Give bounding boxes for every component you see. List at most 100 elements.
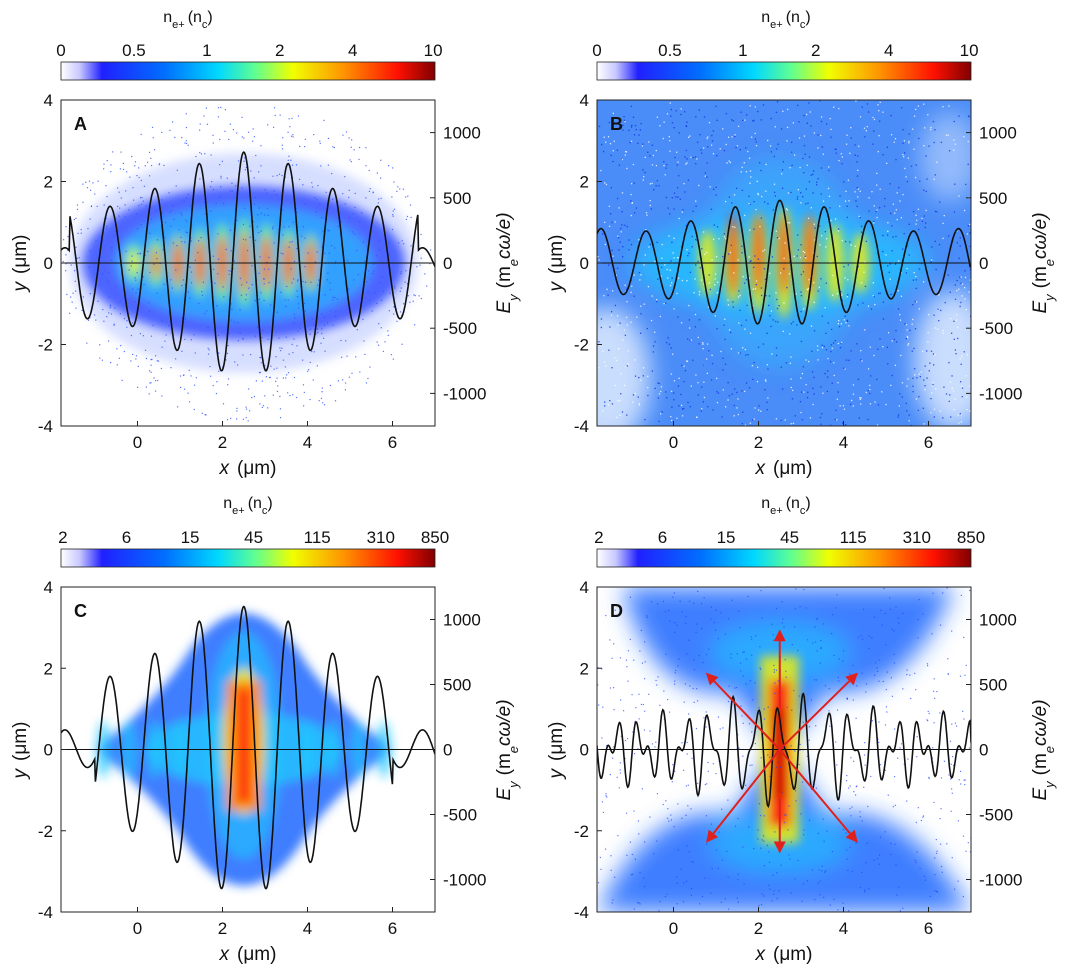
panel-c: ne+ (nc) 2 6 15 45 115 310 850 0 2 4 6 -4 -2 0 2 4 -1000… bbox=[10, 495, 521, 965]
y2-axis-label-d: Ey(mecω/e) bbox=[1030, 699, 1057, 800]
colorbar-tick-label: 310 bbox=[903, 528, 931, 547]
colorbar-tick-label: 850 bbox=[957, 528, 985, 547]
y2-tick-label: -1000 bbox=[443, 384, 486, 403]
panel-a: ne+ (nc) 0 0.5 1 2 4 10 0 2 4 6 -4 -2 0 2 4 -1000 -500 0 5… bbox=[10, 9, 521, 479]
panel-label-d: D bbox=[610, 601, 623, 621]
x-tick-label: 2 bbox=[754, 433, 763, 452]
colorbar-tick-label: 1 bbox=[202, 41, 211, 60]
x-tick-label: 4 bbox=[839, 433, 848, 452]
y-tick-label: 2 bbox=[580, 659, 589, 678]
y2-tick-label: -500 bbox=[979, 806, 1013, 825]
y-axis-label-d: y(μm) bbox=[546, 722, 567, 781]
x-axis-label-b: x (μm) bbox=[755, 458, 813, 479]
plot-area-d bbox=[597, 587, 971, 912]
y-tick-label: 0 bbox=[580, 254, 589, 273]
axes-d: 0 2 4 6 -4 -2 0 2 4 -1000 -500 0 500 1000 bbox=[574, 578, 1023, 938]
x-axis-label-a: x (μm) bbox=[219, 458, 277, 479]
panel-label-a: A bbox=[74, 114, 87, 134]
y2-tick-label: 500 bbox=[979, 189, 1007, 208]
y2-tick-label: 1000 bbox=[979, 124, 1017, 143]
colorbar-tick-label: 45 bbox=[244, 528, 263, 547]
x-axis-label-d: x (μm) bbox=[755, 944, 813, 965]
y-tick-label: -4 bbox=[574, 903, 589, 922]
colorbar-tick-label: 6 bbox=[122, 528, 131, 547]
colorbar-bar-d bbox=[596, 548, 972, 568]
direction-arrow bbox=[778, 748, 858, 843]
y-tick-label: -2 bbox=[574, 822, 589, 841]
y-tick-label: -4 bbox=[574, 417, 589, 436]
y2-tick-label: 500 bbox=[443, 676, 471, 695]
panel-d: ne+ (nc) 2 6 15 45 115 310 850 0 2 4 6 -4 -2 0 2 4 -1000… bbox=[546, 495, 1057, 965]
y2-tick-label: -500 bbox=[443, 806, 477, 825]
direction-arrow bbox=[705, 672, 781, 751]
colorbar-tick-label: 2 bbox=[58, 528, 67, 547]
colorbar-tick-label: 0.5 bbox=[122, 41, 146, 60]
y-tick-label: -2 bbox=[574, 336, 589, 355]
colorbar-tick-label: 0 bbox=[56, 41, 65, 60]
y-axis-label-a: y(μm) bbox=[10, 235, 31, 294]
colorbar-tick-label: 15 bbox=[717, 528, 736, 547]
colorbar-tick-label: 2 bbox=[275, 41, 284, 60]
colorbar-title-a: ne+ (nc) bbox=[163, 9, 213, 31]
x-tick-label: 0 bbox=[669, 433, 678, 452]
colorbar-tick-label: 0.5 bbox=[658, 41, 682, 60]
x-tick-label: 2 bbox=[754, 919, 763, 938]
colorbar-tick-label: 15 bbox=[181, 528, 200, 547]
y-tick-label: 4 bbox=[580, 578, 589, 597]
y2-tick-label: 1000 bbox=[443, 611, 481, 630]
y2-axis-label-c: Ey(mecω/e) bbox=[494, 699, 521, 800]
colorbar-tick-label: 1 bbox=[738, 41, 747, 60]
colorbar-tick-label: 4 bbox=[884, 41, 893, 60]
panel-b: ne+ (nc) 0 0.5 1 2 4 10 0 2 4 6 -4 -2 0 2 4 -1000 -500 0 5… bbox=[546, 9, 1057, 479]
colorbar-tick-label: 310 bbox=[367, 528, 395, 547]
density-map bbox=[61, 106, 432, 422]
y-tick-label: 2 bbox=[580, 173, 589, 192]
y2-tick-label: 500 bbox=[443, 189, 471, 208]
colorbar-tick-label: 2 bbox=[594, 528, 603, 547]
colorbar-c: ne+ (nc) 2 6 15 45 115 310 850 bbox=[58, 495, 449, 568]
plot-area-c bbox=[61, 605, 435, 890]
y2-tick-label: 0 bbox=[443, 741, 452, 760]
y-tick-label: -2 bbox=[38, 822, 53, 841]
x-tick-label: 0 bbox=[133, 919, 142, 938]
colorbar-a: ne+ (nc) 0 0.5 1 2 4 10 bbox=[56, 9, 443, 81]
y2-tick-label: -1000 bbox=[979, 871, 1022, 890]
field-line-ey bbox=[61, 151, 435, 372]
x-tick-label: 6 bbox=[924, 919, 933, 938]
y2-tick-label: 1000 bbox=[979, 611, 1017, 630]
y-tick-label: -4 bbox=[38, 417, 53, 436]
axes-c: 0 2 4 6 -4 -2 0 2 4 -1000 -500 0 500 1000 bbox=[38, 578, 487, 938]
colorbar-ticks-c: 2 6 15 45 115 310 850 bbox=[58, 528, 449, 547]
colorbar-tick-label: 4 bbox=[348, 41, 357, 60]
y2-tick-label: 0 bbox=[979, 741, 988, 760]
colorbar-ticks-b: 0 0.5 1 2 4 10 bbox=[592, 41, 978, 60]
x-tick-label: 0 bbox=[133, 433, 142, 452]
x-tick-label: 4 bbox=[303, 919, 312, 938]
colorbar-bar-c bbox=[60, 548, 436, 568]
colorbar-tick-label: 6 bbox=[658, 528, 667, 547]
y2-tick-label: -500 bbox=[979, 319, 1013, 338]
direction-arrow bbox=[706, 748, 781, 843]
x-tick-label: 4 bbox=[839, 919, 848, 938]
y-axis-label-c: y(μm) bbox=[10, 722, 31, 781]
x-tick-label: 4 bbox=[303, 433, 312, 452]
x-tick-label: 6 bbox=[924, 433, 933, 452]
colorbar-title-d: ne+ (nc) bbox=[761, 495, 811, 517]
y2-axis-label-a: Ey(mecω/e) bbox=[494, 212, 521, 313]
colorbar-bar-b bbox=[596, 61, 972, 81]
colorbar-b: ne+ (nc) 0 0.5 1 2 4 10 bbox=[592, 9, 979, 81]
colorbar-tick-label: 850 bbox=[421, 528, 449, 547]
x-axis-label-c: x (μm) bbox=[219, 944, 277, 965]
axes-a: 0 2 4 6 -4 -2 0 2 4 -1000 -500 0 500 1000 bbox=[38, 91, 487, 452]
x-tick-label: 2 bbox=[218, 433, 227, 452]
y2-tick-label: 0 bbox=[443, 254, 452, 273]
axes-b: 0 2 4 6 -4 -2 0 2 4 -1000 -500 0 500 1000 bbox=[574, 91, 1023, 452]
y2-axis-label-b: Ey(mecω/e) bbox=[1030, 212, 1057, 313]
colorbar-d: ne+ (nc) 2 6 15 45 115 310 850 bbox=[594, 495, 985, 568]
y-tick-label: 0 bbox=[44, 254, 53, 273]
plot-area-b bbox=[597, 100, 971, 426]
field-line-ey bbox=[597, 199, 971, 325]
y2-tick-label: -500 bbox=[443, 319, 477, 338]
y-tick-label: 0 bbox=[44, 741, 53, 760]
